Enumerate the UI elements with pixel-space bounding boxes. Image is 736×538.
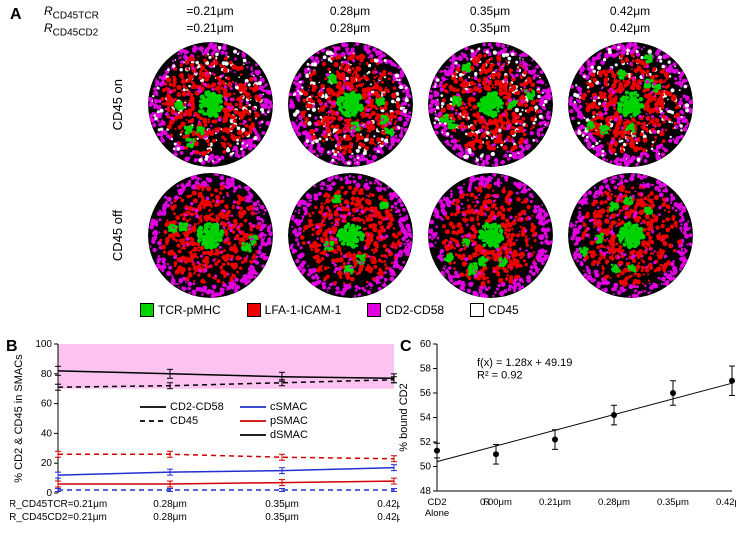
legend-swatch: [367, 303, 381, 317]
panel-b-chart: 020406080100% CD2 & CD45 in SMACsCD2-CD5…: [10, 338, 400, 533]
legend-label: CD2-CD58: [385, 303, 444, 317]
sim-circle: [428, 173, 553, 298]
legend-label: TCR-pMHC: [158, 303, 221, 317]
panel-a-row-off: CD45 off: [110, 170, 730, 301]
sim-circle: [568, 42, 693, 167]
panel-a: RCD45TCR =0.21μm 0.28μm 0.35μm 0.42μm RC…: [40, 4, 730, 317]
sim-circle: [288, 173, 413, 298]
legend-swatch: [140, 303, 154, 317]
panel-a-row-on: CD45 on: [110, 39, 730, 170]
col-1-r2: 0.28μm: [280, 21, 420, 38]
row-label-on: CD45 on: [110, 79, 140, 130]
col-0-r1: =0.21μm: [140, 4, 280, 21]
panel-a-column-headers: RCD45TCR =0.21μm 0.28μm 0.35μm 0.42μm RC…: [40, 4, 730, 39]
col-1-r1: 0.28μm: [280, 4, 420, 21]
col-2-r2: 0.35μm: [420, 21, 560, 38]
sim-circle: [568, 173, 693, 298]
legend-swatch: [247, 303, 261, 317]
legend-swatch: [470, 303, 484, 317]
col-2-r1: 0.35μm: [420, 4, 560, 21]
param-r1-label: RCD45TCR: [40, 4, 140, 21]
col-0-r2: =0.21μm: [140, 21, 280, 38]
panel-a-legend: TCR-pMHC LFA-1-ICAM-1 CD2-CD58 CD45: [140, 303, 730, 317]
col-3-r1: 0.42μm: [560, 4, 700, 21]
legend-item: LFA-1-ICAM-1: [247, 303, 342, 317]
panel-c-chart: 48505254565860% bound CD2f(x) = 1.28x + …: [395, 338, 736, 533]
panel-a-label: A: [10, 6, 22, 24]
col-3-r2: 0.42μm: [560, 21, 700, 38]
sim-circle: [148, 42, 273, 167]
sim-circle: [148, 173, 273, 298]
legend-item: CD45: [470, 303, 519, 317]
param-r2-label: RCD45CD2: [40, 21, 140, 38]
legend-item: CD2-CD58: [367, 303, 444, 317]
legend-item: TCR-pMHC: [140, 303, 221, 317]
legend-label: CD45: [488, 303, 519, 317]
legend-label: LFA-1-ICAM-1: [265, 303, 342, 317]
row-label-off: CD45 off: [110, 210, 140, 261]
sim-circle: [288, 42, 413, 167]
sim-circle: [428, 42, 553, 167]
